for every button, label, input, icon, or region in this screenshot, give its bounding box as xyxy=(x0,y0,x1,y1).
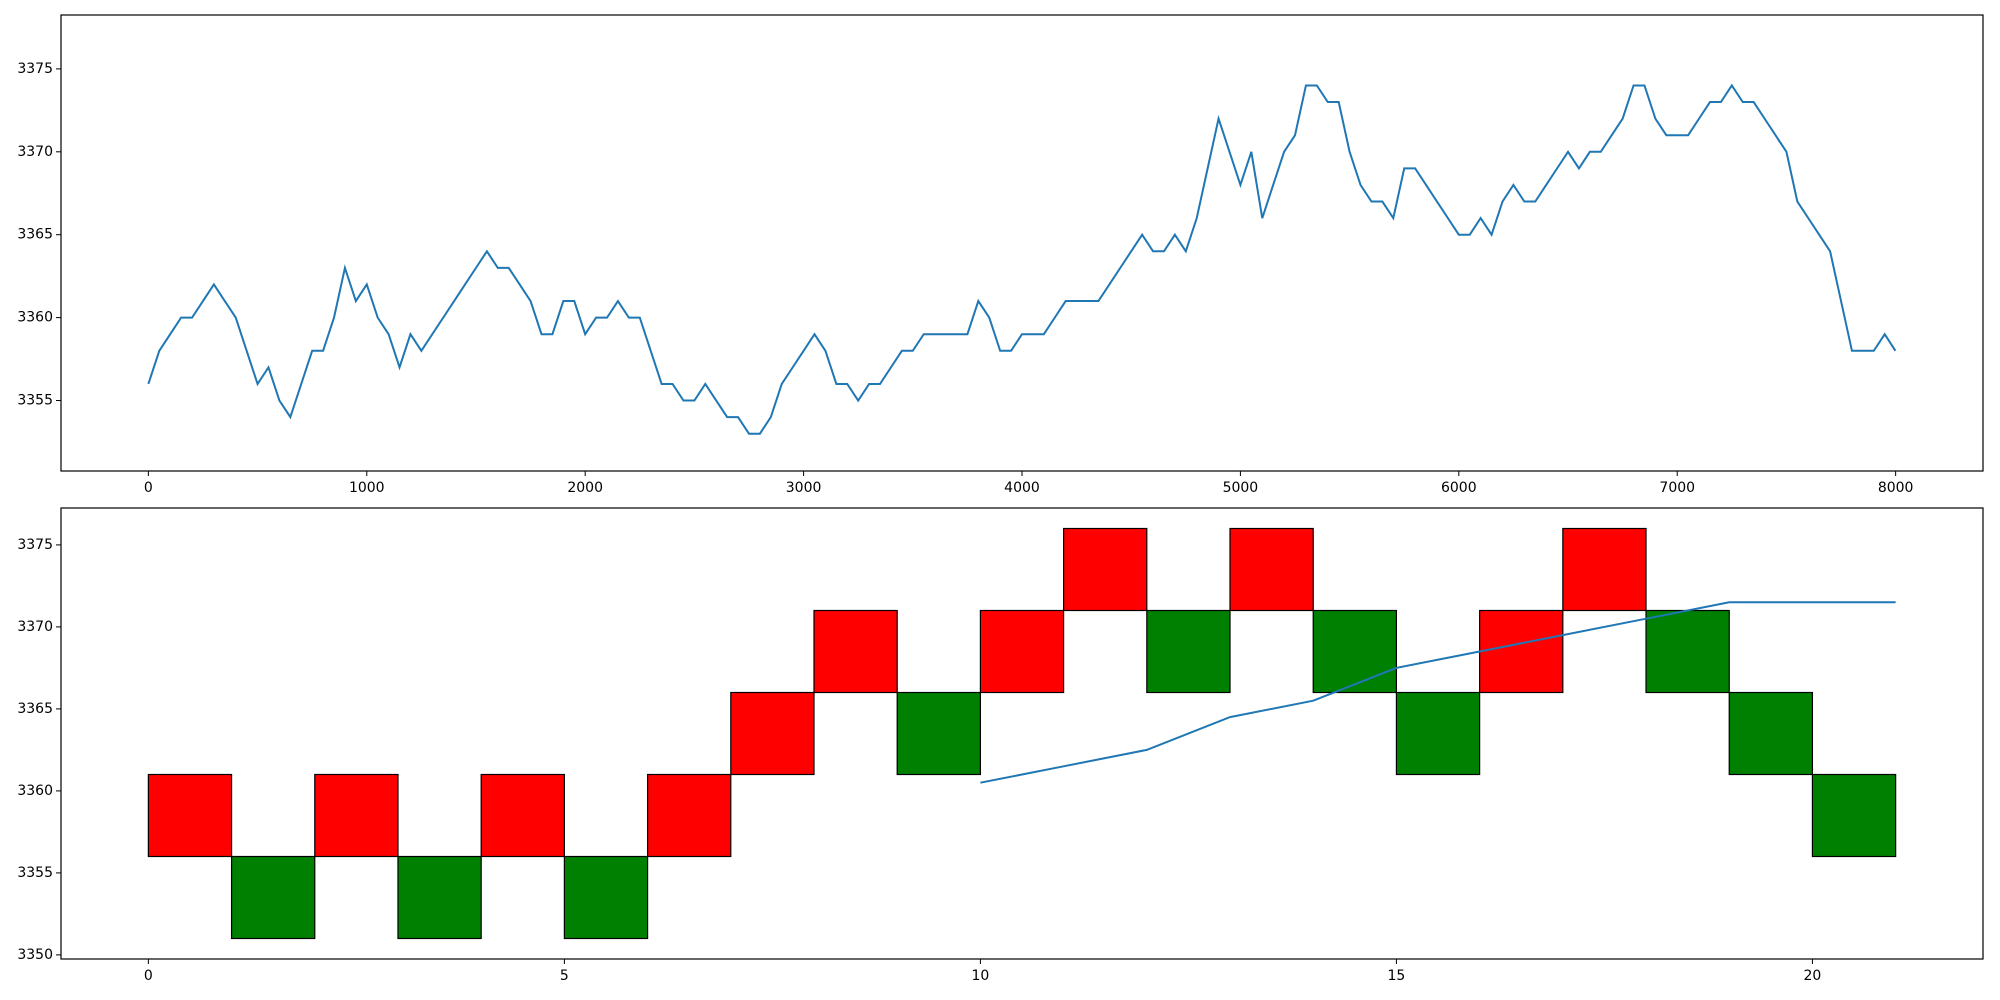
renko-box xyxy=(1063,527,1148,612)
renko-box xyxy=(1312,609,1398,694)
renko-box xyxy=(314,773,399,858)
renko-box xyxy=(1645,609,1730,694)
x-tick-label: 2000 xyxy=(567,480,603,496)
renko-box xyxy=(1479,609,1564,694)
renko-box xyxy=(563,855,649,940)
y-tick-label: 3370 xyxy=(17,619,53,635)
renko-box xyxy=(1395,691,1481,776)
x-tick-label: 5 xyxy=(560,968,569,984)
x-tick-label: 1000 xyxy=(349,480,385,496)
renko-box xyxy=(1229,527,1314,612)
trend-line xyxy=(980,601,1896,784)
y-tick-label: 3375 xyxy=(17,61,53,77)
renko-box xyxy=(646,773,732,858)
y-tick-label: 3360 xyxy=(17,783,53,799)
y-tick-label: 3355 xyxy=(17,393,53,409)
axes-frame xyxy=(60,507,1984,960)
renko-box xyxy=(979,609,1065,694)
x-tick-label: 0 xyxy=(144,480,153,496)
renko-box xyxy=(730,691,815,776)
x-tick-label: 10 xyxy=(971,968,989,984)
y-tick-label: 3375 xyxy=(17,537,53,553)
x-tick-label: 7000 xyxy=(1659,480,1695,496)
axes-frame xyxy=(60,14,1984,472)
renko-box xyxy=(813,609,898,694)
y-tick-label: 3360 xyxy=(17,310,53,326)
y-tick-label: 3355 xyxy=(17,865,53,881)
x-tick-label: 6000 xyxy=(1441,480,1477,496)
x-tick-label: 3000 xyxy=(786,480,822,496)
x-tick-label: 4000 xyxy=(1004,480,1040,496)
y-tick-label: 3350 xyxy=(17,947,53,963)
y-tick-label: 3365 xyxy=(17,227,53,243)
renko-box xyxy=(397,855,482,940)
x-tick-label: 15 xyxy=(1388,968,1406,984)
x-tick-label: 8000 xyxy=(1878,480,1914,496)
y-tick-label: 3370 xyxy=(17,144,53,160)
renko-box xyxy=(1146,609,1231,694)
renko-box xyxy=(1728,691,1814,776)
renko-box xyxy=(147,773,233,858)
y-tick-label: 3365 xyxy=(17,701,53,717)
renko-box xyxy=(480,773,565,858)
x-tick-label: 0 xyxy=(144,968,153,984)
x-tick-label: 20 xyxy=(1804,968,1822,984)
renko-box xyxy=(230,855,316,940)
renko-box xyxy=(1811,773,1897,858)
renko-box xyxy=(896,691,981,776)
price-line xyxy=(147,83,1897,435)
renko-box xyxy=(1562,527,1647,612)
x-tick-label: 5000 xyxy=(1223,480,1259,496)
